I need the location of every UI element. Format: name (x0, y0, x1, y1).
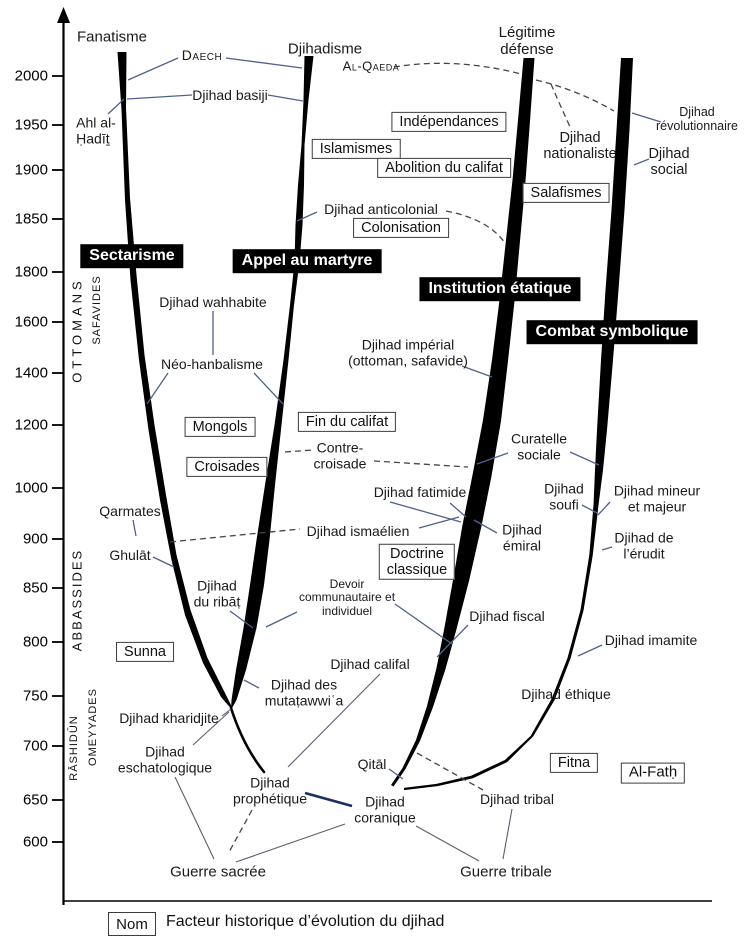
fanatisme: Fanatisme (76, 28, 148, 46)
fitna: Fitna (549, 752, 599, 774)
curatelle-sociale: Curatelle sociale (510, 430, 568, 462)
djihad-soufi: Djihad soufi (544, 480, 584, 512)
tick-label-850: 850 (22, 579, 48, 597)
tick-label-1850: 1850 (14, 210, 48, 228)
croisades: Croisades (186, 456, 268, 478)
legend-nom-label: Nom (116, 915, 148, 933)
independances: Indépendances (391, 111, 507, 133)
djihad-imamite: Djihad imamite (604, 632, 698, 649)
djihad-nationaliste: Djihad nationaliste (543, 129, 617, 162)
tick-label-650: 650 (22, 791, 48, 809)
tick-label-1400: 1400 (14, 364, 48, 382)
sunna: Sunna (116, 641, 174, 663)
tick-label-1900: 1900 (14, 161, 48, 179)
institution-etatique: Institution étatique (419, 277, 581, 301)
neo-hanbalisme: Néo-hanbalisme (161, 356, 263, 373)
djihad-emiral: Djihad émiral (502, 521, 542, 553)
tick-label-1200: 1200 (14, 416, 48, 434)
djihad-tribal: Djihad tribal (480, 791, 554, 808)
tick-label-1950: 1950 (14, 116, 48, 134)
djihad-kharidjite: Djihad kharidjite (119, 710, 219, 727)
al-qaeda: Al-Qaeda (342, 58, 400, 74)
salafismes: Salafismes (522, 182, 610, 204)
al-fath: Al-Fatḥ (620, 762, 686, 784)
djihad-prophetique: Djihad prophétique (233, 774, 307, 806)
link-tribal-dashed (416, 752, 484, 791)
djihad-mineur-et-majeur: Djihad mineur et majeur (613, 482, 701, 514)
qarmates: Qarmates (99, 503, 161, 520)
devoir-communautaire: Devoir communautaire et individuel (298, 576, 396, 618)
djihad-ismaelien: Djihad ismaélien (306, 523, 410, 540)
fin-du-califat: Fin du califat (297, 411, 397, 433)
curve-institution-etatique (391, 58, 535, 787)
ghulat: Ghulāt (109, 547, 151, 564)
djihad-de-l-erudit: Djihad de l’érudit (614, 529, 674, 561)
branch-curves (117, 52, 633, 791)
guerre-tribale: Guerre tribale (460, 863, 552, 881)
abolition-du-califat: Abolition du califat (377, 157, 511, 179)
y-axis (52, 7, 70, 905)
tick-label-1000: 1000 (14, 479, 48, 497)
curve-appel-au-martyre (231, 56, 314, 710)
djihad-ethique: Djihad éthique (521, 686, 611, 703)
mongols: Mongols (184, 416, 256, 438)
contre-croisade: Contre- croisade (313, 439, 367, 471)
connector-lines (107, 57, 662, 780)
doctrine-classique: Doctrine classique (378, 543, 456, 581)
tick-label-800: 800 (22, 633, 48, 651)
djihad-eschatologique: Djihad eschatologique (117, 743, 213, 775)
islamismes: Islamismes (311, 138, 401, 160)
legend: Nom Facteur historique d’évolution du dj… (0, 905, 754, 945)
djihad-fiscal: Djihad fiscal (469, 608, 545, 625)
djihad-califal: Djihad califal (330, 656, 410, 673)
tick-label-600: 600 (22, 833, 48, 851)
djihad-du-ribat: Djihad du ribāṭ (193, 577, 241, 609)
djihad-wahhabite: Djihad wahhabite (159, 294, 267, 311)
djihad-imperial: Djihad impérial (ottoman, safavide) (348, 336, 468, 368)
link-ismaelien-dashed (169, 528, 301, 543)
ahl-al-hadit: Ahl al- Ḥadīṯ (76, 114, 116, 146)
djihad-fatimide: Djihad fatimide (373, 484, 467, 501)
appel-au-martyre: Appel au martyre (232, 249, 382, 273)
djihad-des-mutatawwia: Djihad des mutaṭawwiʿa (264, 676, 344, 708)
tick-label-700: 700 (22, 737, 48, 755)
link-contre-croisade-dash-left (284, 449, 314, 453)
y-axis-arrow-icon (57, 7, 70, 23)
link-anticolonial-dashed (445, 210, 506, 244)
link-top-right-dashed (535, 79, 615, 112)
y-axis-ticks (52, 75, 64, 843)
link-nationaliste-dashed (550, 83, 572, 130)
djihad-coranique: Djihad coranique (354, 793, 416, 825)
link-prophetique-coranique (304, 791, 353, 808)
link-prophetique-sacree-dashed (227, 809, 253, 855)
link-alqaeda-dashed (393, 62, 522, 75)
daech: Daech (181, 47, 223, 64)
guerre-sacree: Guerre sacrée (170, 863, 266, 881)
djihad-revolutionnaire: Djihad révolutionnaire (656, 105, 738, 133)
tick-label-900: 900 (22, 530, 48, 548)
legitime-defense: Légitime défense (498, 24, 556, 58)
sectarisme: Sectarisme (80, 244, 184, 268)
tick-label-1800: 1800 (14, 263, 48, 281)
dashed-links (169, 62, 615, 855)
tick-label-2000: 2000 (14, 67, 48, 85)
colonisation: Colonisation (353, 217, 449, 239)
legend-caption: Facteur historique d’évolution du djihad (166, 913, 445, 930)
combat-symbolique: Combat symbolique (526, 320, 698, 344)
djihad-anticolonial: Djihad anticolonial (324, 201, 438, 218)
legend-nom-box: Nom (108, 912, 156, 936)
djihad-social: Djihad social (648, 145, 690, 178)
djihadisme: Djihadisme (287, 40, 363, 58)
qital: Qitāl (357, 756, 387, 773)
djihad-basiji: Djihad basiji (192, 87, 268, 104)
tick-label-750: 750 (22, 687, 48, 705)
genealogy-lines (174, 673, 513, 863)
tick-label-1600: 1600 (14, 313, 48, 331)
curve-left-tail (229, 706, 266, 774)
link-contre-croisade-dash-right (373, 460, 469, 468)
